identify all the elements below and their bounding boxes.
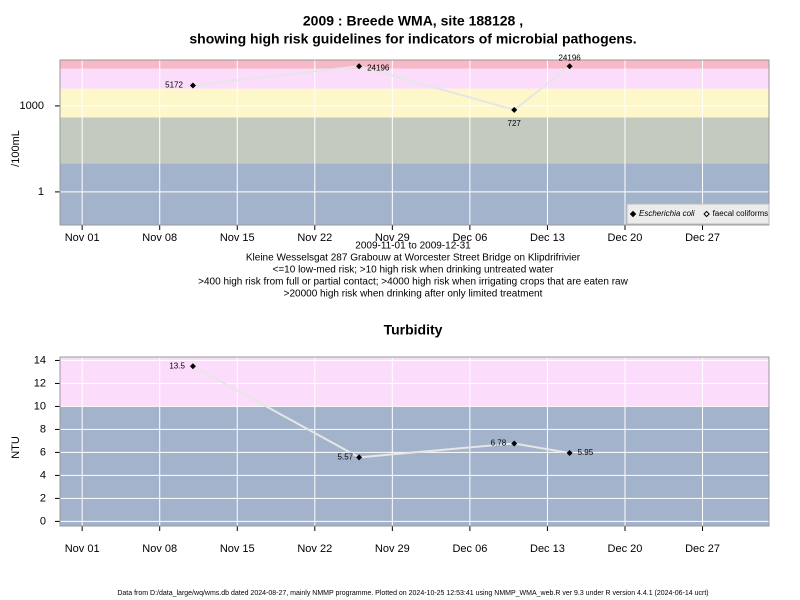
x-tick-label: Nov 08 [142, 232, 177, 244]
y-axis-label: /100mL [10, 130, 22, 167]
data-point [356, 454, 363, 461]
legend-label: faecal coliforms [713, 209, 769, 218]
y-tick-label: 4 [40, 469, 46, 481]
plot-area [60, 60, 769, 225]
y-tick-label: 10 [34, 400, 46, 412]
data-label: 13.5 [169, 361, 185, 370]
data-label: 5.57 [338, 452, 354, 461]
risk-band [60, 60, 769, 69]
x-tick-label: Dec 06 [452, 543, 487, 555]
data-point [566, 63, 573, 70]
legend-marker [629, 210, 637, 218]
x-tick-label: Dec 20 [608, 543, 643, 555]
x-tick-label: Nov 29 [375, 232, 410, 244]
note: 2009-11-01 to 2009-12-31 [355, 241, 471, 252]
legend-label: Escherichia coli [639, 209, 695, 218]
risk-band [60, 357, 769, 407]
data-point [566, 449, 573, 456]
note: <=10 low-med risk; >10 high risk when dr… [273, 265, 555, 276]
data-label: 24196 [367, 63, 390, 72]
data-point [189, 363, 196, 370]
data-label: 6.78 [491, 439, 507, 448]
x-tick-label: Dec 27 [685, 543, 720, 555]
y-tick-label: 14 [34, 354, 46, 366]
risk-band [60, 88, 769, 118]
x-tick-label: Nov 22 [297, 232, 332, 244]
footer: Data from D:/data_large/wq/wms.db dated … [117, 590, 708, 597]
y-tick-label: 2 [40, 492, 46, 504]
y-tick-label: 1000 [20, 100, 44, 112]
x-tick-label: Nov 22 [297, 543, 332, 555]
chart-title: 2009 : Breede WMA, site 188128 , [303, 13, 523, 29]
x-tick-label: Dec 20 [608, 232, 643, 244]
note: >400 high risk from full or partial cont… [198, 277, 628, 288]
note: >20000 high risk when drinking after onl… [284, 289, 543, 300]
y-tick-label: 12 [34, 377, 46, 389]
x-tick-label: Dec 06 [452, 232, 487, 244]
series-line [192, 365, 570, 459]
y-tick-label: 8 [40, 423, 46, 435]
legend-marker [703, 210, 710, 218]
data-point [511, 106, 518, 113]
data-label: 24196 [558, 53, 581, 62]
y-axis-label: NTU [10, 436, 22, 459]
y-tick-label: 0 [40, 515, 46, 527]
chart-title: showing high risk guidelines for indicat… [189, 31, 636, 47]
legend-box [626, 203, 770, 225]
data-label: 5172 [165, 81, 183, 90]
data-label: 5.95 [578, 448, 594, 457]
x-tick-label: Dec 13 [530, 232, 565, 244]
x-tick-label: Dec 13 [530, 543, 565, 555]
plot-frame [59, 356, 770, 527]
x-tick-label: Nov 15 [220, 232, 255, 244]
data-point [511, 440, 518, 447]
data-point [189, 82, 196, 89]
chart-title: Turbidity [384, 322, 443, 338]
risk-band [60, 117, 769, 164]
x-tick-label: Nov 29 [375, 543, 410, 555]
plot-frame [59, 59, 770, 226]
x-tick-label: Nov 08 [142, 543, 177, 555]
y-tick-label: 6 [40, 446, 46, 458]
x-tick-label: Nov 01 [65, 543, 100, 555]
data-label: 727 [508, 119, 522, 128]
series-line [192, 65, 571, 111]
y-tick-label: 1 [38, 186, 44, 198]
x-tick-label: Nov 01 [65, 232, 100, 244]
plot-area [60, 357, 769, 526]
data-point [356, 63, 363, 70]
note: Kleine Wesselsgat 287 Grabouw at Worcest… [246, 253, 581, 264]
x-tick-label: Dec 27 [685, 232, 720, 244]
risk-band [60, 406, 769, 526]
x-tick-label: Nov 15 [220, 543, 255, 555]
